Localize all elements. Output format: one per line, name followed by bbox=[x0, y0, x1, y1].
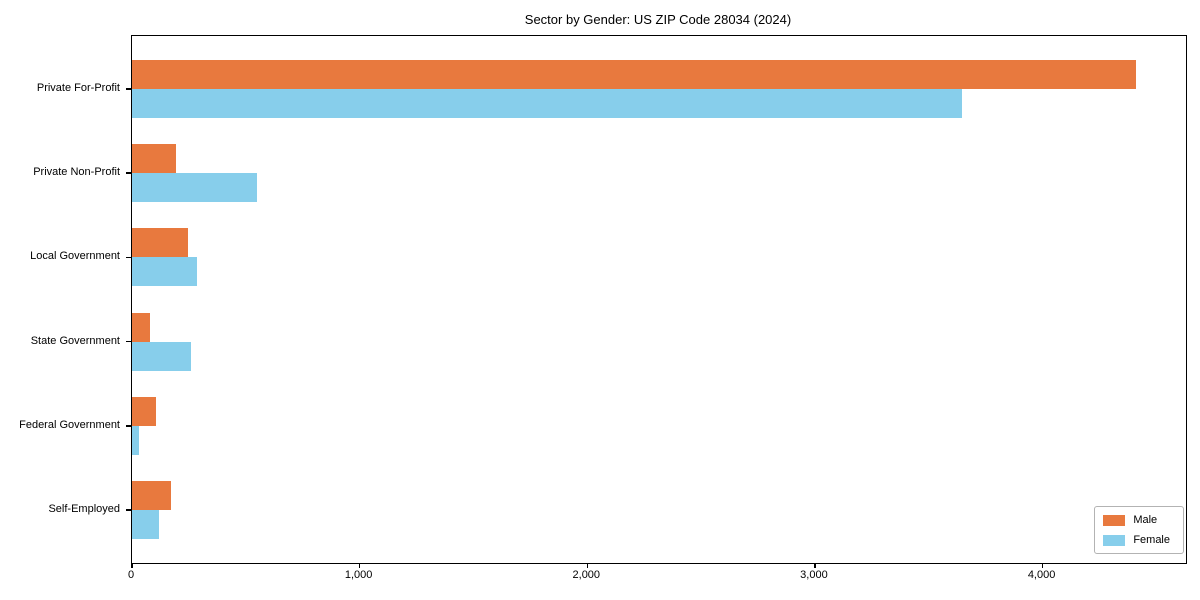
legend-swatch-male bbox=[1103, 514, 1126, 526]
bar-male-state-government bbox=[132, 312, 151, 342]
plot-area bbox=[125, 35, 1187, 568]
bar-male-private-for-profit bbox=[132, 60, 1136, 89]
bar-male-federal-government bbox=[132, 396, 156, 426]
bar-female-local-government bbox=[132, 257, 197, 287]
x-tick-label-1-000: 1,000 bbox=[344, 569, 373, 581]
y-tick-label-private-for-profit: Private For-Profit bbox=[36, 82, 120, 94]
x-tick-1-000 bbox=[358, 563, 361, 568]
y-tick-state-government bbox=[125, 340, 131, 343]
chart-title: Sector by Gender: US ZIP Code 28034 (202… bbox=[524, 12, 792, 27]
x-tick-label-0: 0 bbox=[127, 569, 135, 581]
legend-label-female: Female bbox=[1133, 534, 1170, 546]
legend-label-male: Male bbox=[1133, 514, 1158, 526]
bar-male-local-government bbox=[132, 228, 188, 258]
y-tick-label-federal-government: Federal Government bbox=[19, 418, 120, 431]
y-tick-label-self-employed: Self-Employed bbox=[48, 503, 120, 515]
y-tick-local-government bbox=[125, 256, 131, 259]
bar-female-private-non-profit bbox=[132, 173, 258, 203]
legend-item-male: Male bbox=[1103, 514, 1170, 526]
bar-female-private-for-profit bbox=[132, 89, 962, 118]
y-tick-label-state-government: State Government bbox=[30, 334, 120, 347]
legend: Male Female bbox=[1094, 506, 1184, 554]
y-tick-private-for-profit bbox=[125, 88, 131, 90]
x-tick-label-4-000: 4,000 bbox=[1027, 569, 1056, 581]
y-tick-label-local-government: Local Government bbox=[30, 250, 120, 263]
bar-male-private-non-profit bbox=[132, 144, 177, 174]
legend-item-female: Female bbox=[1103, 534, 1170, 546]
x-tick-label-2-000: 2,000 bbox=[572, 569, 601, 581]
y-tick-federal-government bbox=[125, 425, 131, 427]
y-tick-private-non-profit bbox=[125, 172, 131, 174]
x-tick-0 bbox=[131, 563, 133, 568]
x-tick-2-000 bbox=[586, 563, 589, 568]
bar-female-self-employed bbox=[132, 510, 160, 539]
bar-male-self-employed bbox=[132, 481, 171, 510]
legend-swatch-female bbox=[1103, 534, 1126, 546]
x-tick-4-000 bbox=[1041, 563, 1044, 568]
y-tick-label-private-non-profit: Private Non-Profit bbox=[33, 166, 120, 179]
y-tick-self-employed bbox=[125, 509, 131, 511]
x-tick-3-000 bbox=[814, 563, 816, 568]
x-tick-label-3-000: 3,000 bbox=[800, 569, 828, 581]
bar-female-federal-government bbox=[132, 425, 139, 455]
bar-female-state-government bbox=[132, 341, 192, 371]
